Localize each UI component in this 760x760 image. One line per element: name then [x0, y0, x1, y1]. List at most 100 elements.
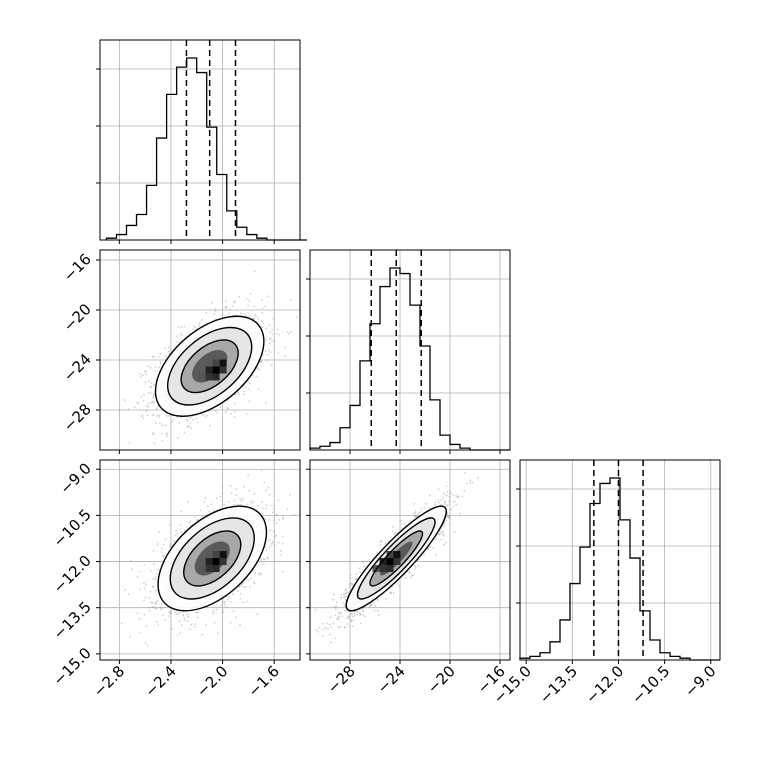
scatter-point [253, 305, 256, 308]
scatter-point [434, 501, 437, 504]
scatter-point [265, 401, 267, 404]
scatter-point [340, 596, 343, 599]
scatter-point [188, 424, 191, 427]
scatter-point [269, 337, 272, 340]
scatter-point [215, 608, 218, 611]
scatter-point [368, 606, 371, 608]
scatter-point [446, 512, 449, 515]
scatter-point [145, 584, 148, 586]
scatter-point [180, 332, 182, 335]
scatter-point [206, 505, 209, 508]
scatter-point [162, 543, 165, 546]
scatter-point [165, 432, 168, 435]
scatter-point [329, 616, 332, 619]
scatter-point [252, 317, 255, 320]
scatter-point [228, 312, 230, 315]
scatter-point [139, 570, 142, 573]
scatter-point [201, 633, 204, 636]
scatter-point [401, 527, 404, 530]
scatter-point [437, 488, 440, 491]
scatter-point [361, 609, 364, 611]
scatter-point [414, 515, 417, 518]
scatter-point [334, 637, 337, 640]
scatter-point [199, 509, 202, 512]
scatter-point [143, 370, 146, 373]
scatter-point [374, 604, 377, 607]
scatter-point [179, 523, 182, 526]
density-cell [205, 558, 213, 566]
contour-line-inner [180, 339, 239, 394]
scatter-point [236, 503, 239, 506]
scatter-point [290, 298, 293, 301]
scatter-point [277, 499, 280, 502]
scatter-point [219, 495, 222, 498]
scatter-point [235, 616, 237, 619]
scatter-point [455, 495, 458, 498]
scatter-point [171, 420, 174, 423]
density-cell [212, 366, 220, 374]
scatter-point [356, 614, 359, 616]
scatter-point [139, 375, 142, 378]
scatter-point [229, 621, 232, 624]
scatter-point [233, 499, 236, 502]
density-cell [205, 373, 213, 381]
scatter-point [162, 554, 164, 557]
scatter-point [205, 311, 208, 314]
scatter-point [237, 391, 240, 394]
scatter-point [155, 607, 158, 609]
scatter-point [249, 500, 252, 503]
scatter-point [246, 503, 249, 506]
scatter-point [201, 318, 204, 321]
scatter-point [295, 315, 298, 318]
scatter-point [368, 560, 371, 563]
density-panel-0 [99, 249, 301, 451]
scatter-point [140, 395, 143, 398]
scatter-point [369, 603, 372, 606]
scatter-point [273, 508, 276, 510]
scatter-point [124, 399, 126, 401]
scatter-point [233, 301, 235, 304]
scatter-point [260, 469, 263, 472]
scatter-point [434, 503, 437, 506]
scatter-point [127, 408, 130, 410]
scatter-point [277, 541, 280, 544]
scatter-point [198, 324, 200, 327]
scatter-point [265, 549, 268, 552]
scatter-point [180, 510, 183, 512]
scatter-point [346, 623, 349, 626]
scatter-point [390, 592, 393, 595]
scatter-point [262, 558, 265, 561]
scatter-point [154, 370, 156, 373]
scatter-point [149, 392, 152, 394]
scatter-point [438, 501, 441, 504]
scatter-point [231, 593, 234, 595]
scatter-point [139, 588, 142, 591]
scatter-point [183, 325, 186, 328]
scatter-point [344, 595, 347, 598]
scatter-point [248, 400, 251, 403]
scatter-point [186, 426, 189, 428]
scatter-point [208, 510, 211, 513]
scatter-point [136, 575, 139, 578]
scatter-point [351, 625, 354, 628]
density-cell [212, 558, 220, 566]
scatter-point [477, 476, 479, 479]
scatter-point [250, 502, 253, 505]
scatter-point [267, 486, 270, 489]
contour-line-inner [183, 530, 242, 587]
scatter-point [154, 601, 157, 604]
scatter-point [442, 530, 445, 533]
scatter-point [153, 401, 156, 404]
scatter-point [469, 481, 471, 484]
scatter-point [128, 442, 131, 445]
scatter-point [235, 393, 237, 396]
scatter-point [152, 586, 155, 589]
scatter-point [195, 455, 197, 457]
scatter-point [322, 628, 325, 631]
density-cell [198, 373, 206, 381]
scatter-point [265, 507, 268, 510]
scatter-point [245, 413, 248, 416]
scatter-point [447, 514, 450, 517]
scatter-point [272, 318, 275, 320]
scatter-point [183, 619, 186, 622]
